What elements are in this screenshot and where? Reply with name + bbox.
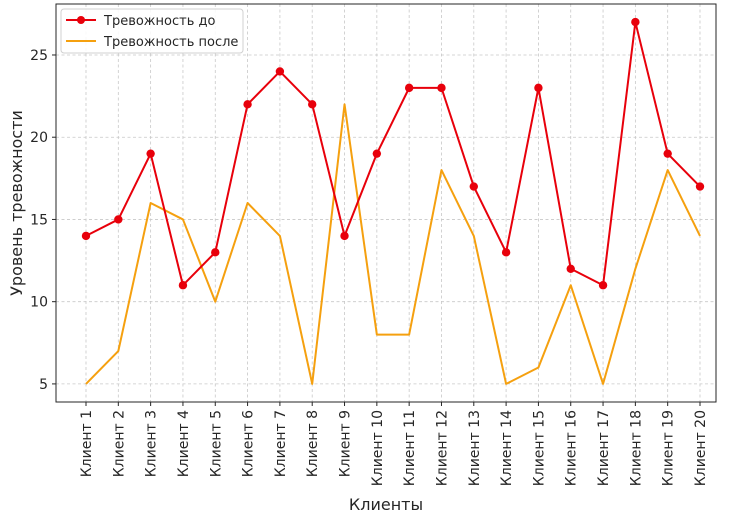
legend: Тревожность до Тревожность после	[60, 8, 244, 54]
series-point-0	[114, 215, 123, 224]
x-tick-label: Клиент 6	[241, 410, 257, 477]
x-tick-label: Клиент 16	[564, 410, 580, 486]
legend-label-before: Тревожность до	[103, 14, 215, 29]
series-point-0	[501, 248, 511, 257]
x-tick-label: Клиент 14	[499, 410, 515, 486]
x-tick-label: Клиент 1	[79, 410, 95, 477]
series-point-0	[469, 182, 478, 191]
x-tick-label: Клиент 10	[370, 410, 386, 486]
y-tick-label: 15	[30, 212, 48, 228]
series-point-0	[404, 83, 414, 93]
series-lines	[81, 17, 705, 385]
x-tick-label: Клиент 11	[402, 410, 418, 486]
series-point-0	[146, 149, 155, 158]
x-tick-label: Клиент 2	[111, 410, 127, 477]
legend-label-after: Тревожность после	[103, 35, 238, 50]
series-point-0	[178, 281, 188, 290]
plot-frame	[55, 3, 717, 403]
y-tick-label: 5	[39, 377, 48, 393]
x-tick-label: Клиент 17	[596, 410, 612, 486]
series-line-1	[85, 103, 701, 385]
legend-box	[60, 8, 244, 54]
x-tick-label: Клиент 5	[208, 410, 224, 477]
y-tick-label: 20	[30, 130, 48, 146]
y-axis-label: Уровень тревожности	[7, 110, 26, 296]
x-tick-label: Клиент 13	[467, 410, 483, 486]
series-point-0	[663, 149, 672, 158]
series-line-0	[85, 21, 701, 287]
series-point-0	[437, 83, 446, 93]
series-point-0	[275, 67, 285, 76]
series-point-0	[631, 17, 640, 27]
y-axis-ticks: 5 10 15 20 25	[30, 48, 56, 393]
x-tick-label: Клиент 3	[144, 410, 160, 477]
series-point-0	[211, 248, 220, 257]
x-tick-label: Клиент 9	[338, 410, 354, 477]
series-point-0	[566, 264, 575, 273]
x-axis-ticks: Клиент 1 Клиент 2 Клиент 3 Клиент 4 Клиент 5…	[79, 402, 709, 486]
x-tick-label: Клиент 12	[434, 410, 450, 486]
series-point-0	[308, 100, 317, 109]
series-point-0	[534, 83, 543, 93]
x-tick-label: Клиент 15	[531, 410, 547, 486]
x-tick-label: Клиент 8	[305, 410, 321, 477]
x-tick-label: Клиент 4	[176, 410, 192, 477]
y-tick-label: 25	[30, 48, 48, 64]
series-point-0	[340, 231, 349, 241]
legend-marker-before	[77, 16, 85, 24]
x-tick-label: Клиент 19	[661, 410, 677, 486]
x-axis-label: Клиенты	[349, 495, 423, 514]
series-point-0	[598, 281, 608, 290]
series-point-0	[81, 231, 91, 241]
x-tick-label: Клиент 7	[273, 410, 289, 477]
series-point-0	[372, 149, 382, 158]
grid-lines	[56, 4, 716, 402]
x-tick-label: Клиент 18	[628, 410, 644, 486]
y-tick-label: 10	[30, 295, 48, 311]
series-point-0	[695, 182, 705, 191]
series-point-0	[243, 100, 252, 109]
x-tick-label: Клиент 20	[693, 410, 709, 486]
